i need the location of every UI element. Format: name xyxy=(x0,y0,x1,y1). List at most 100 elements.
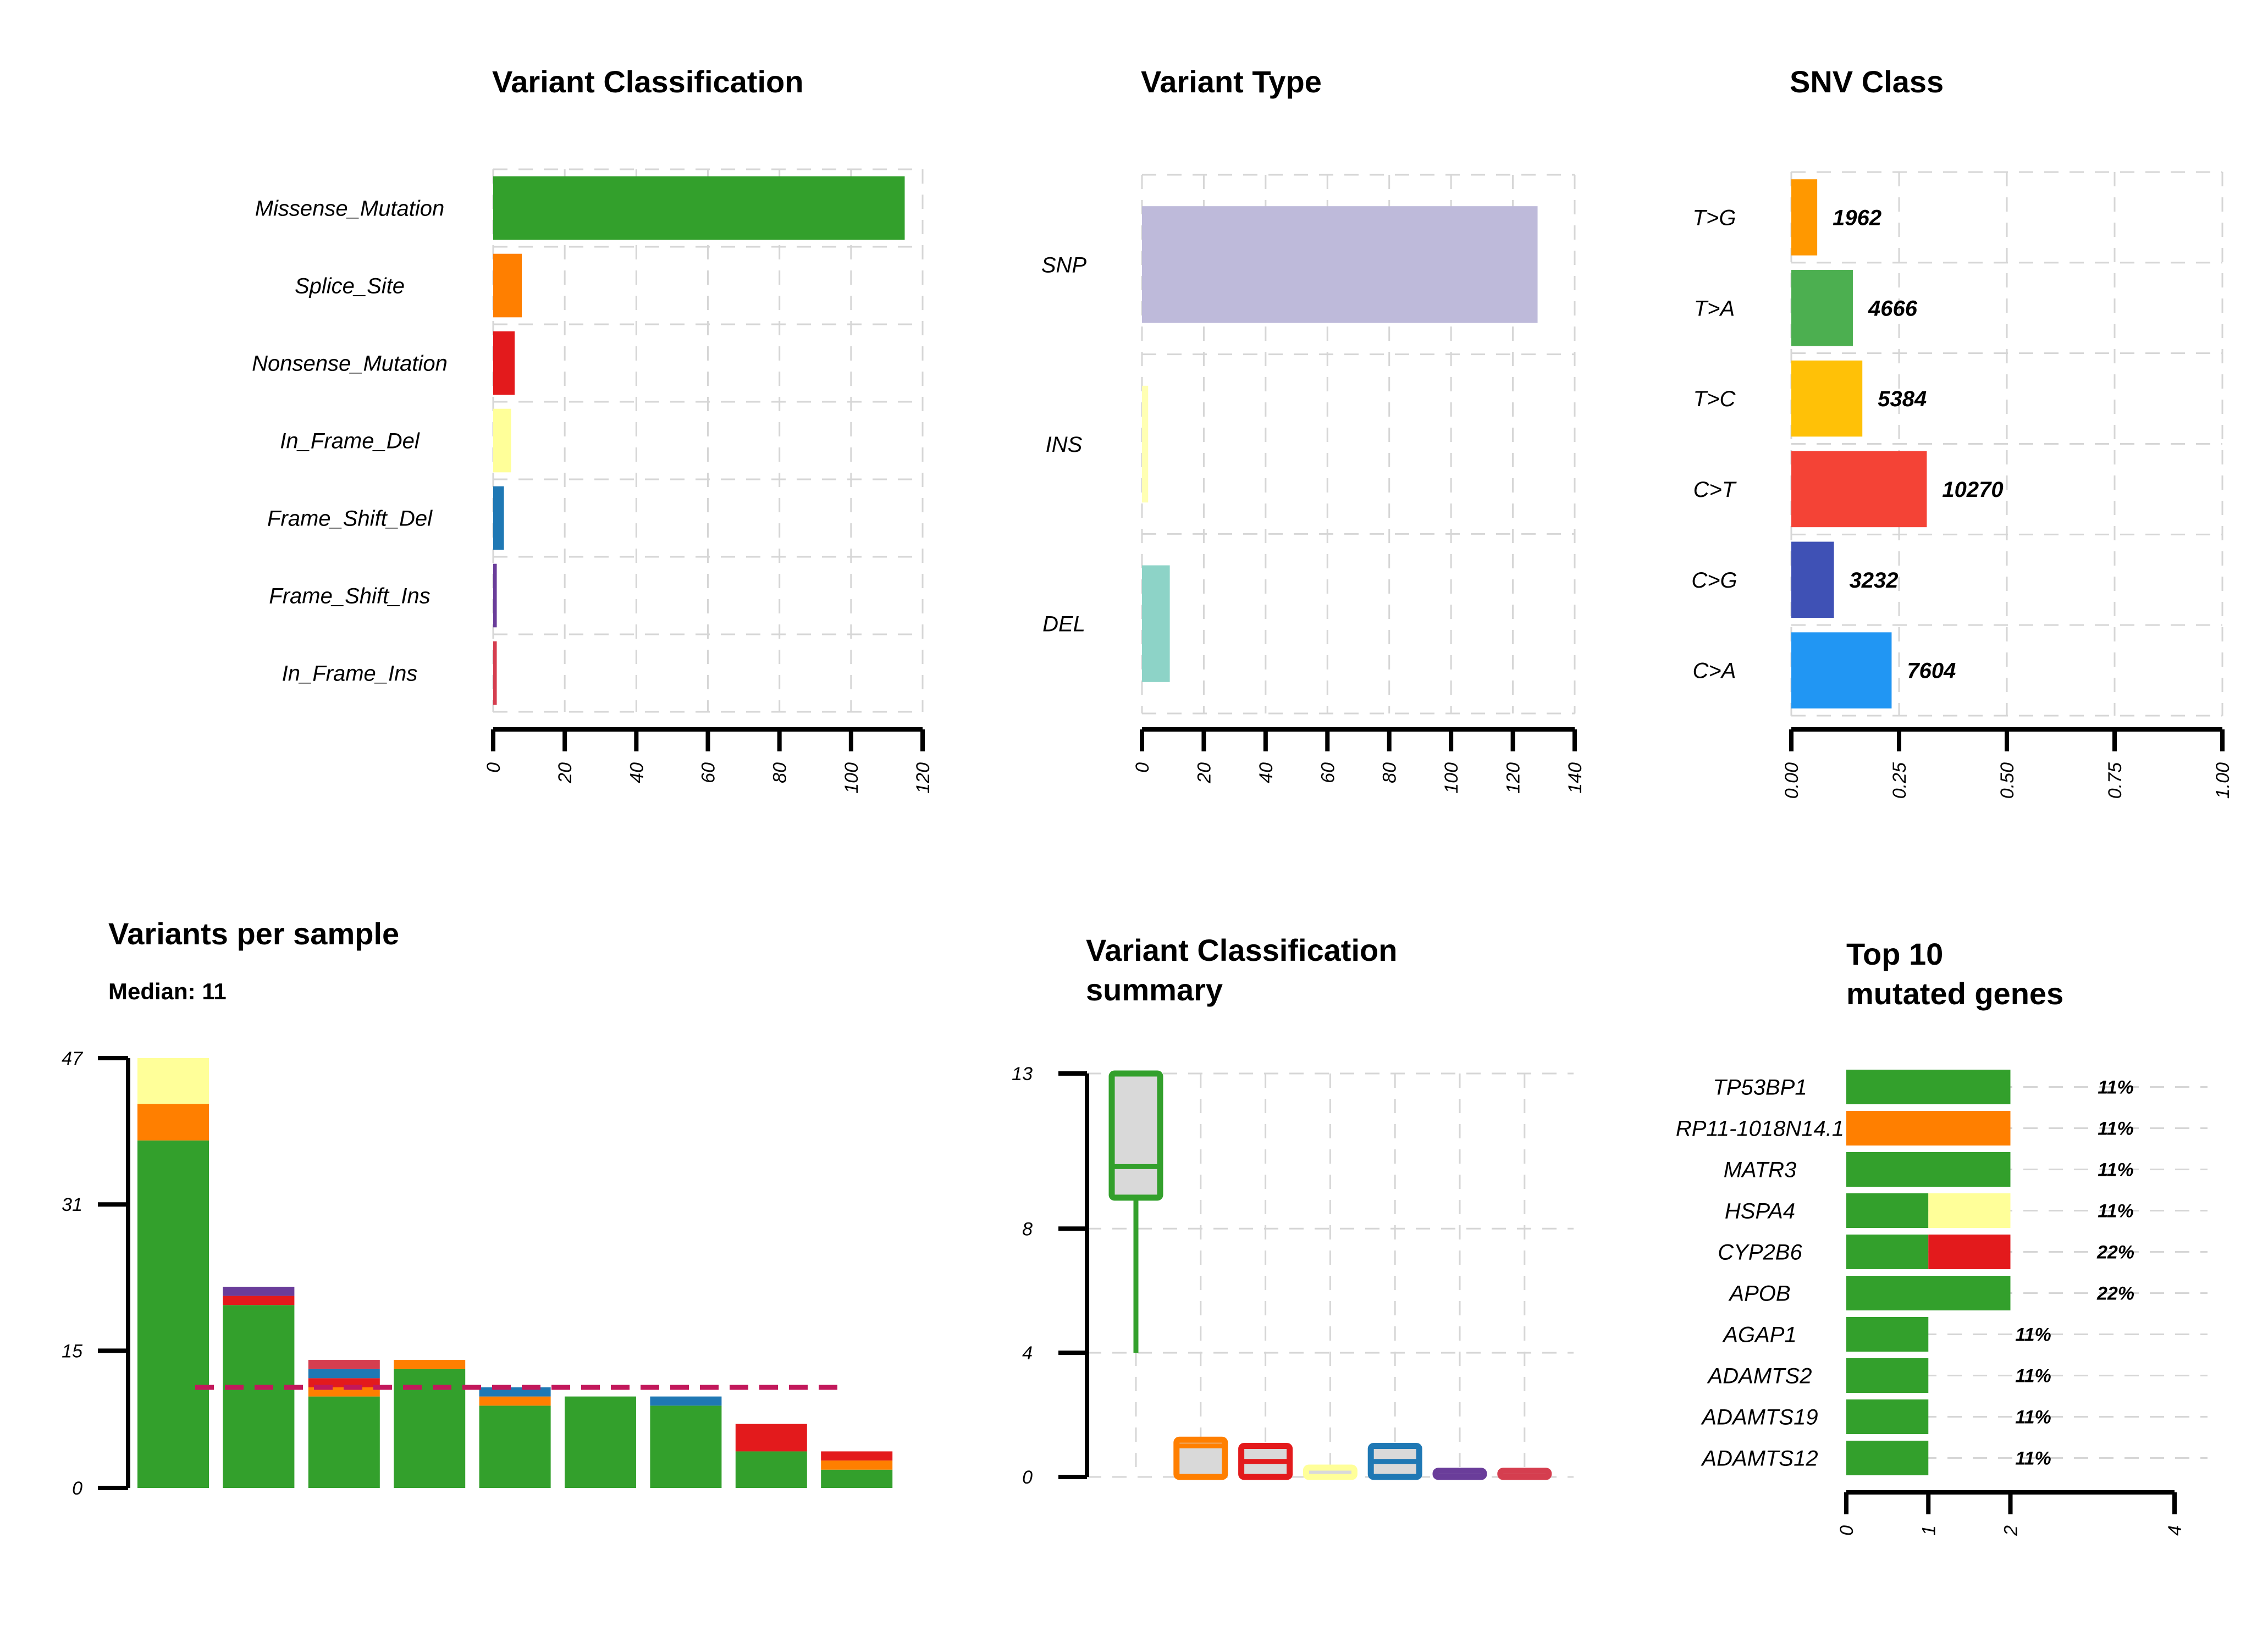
gene-label: ADAMTS19 xyxy=(1701,1405,1818,1430)
y-tick-label: 8 xyxy=(1022,1219,1033,1239)
percent-label: 11% xyxy=(2098,1077,2134,1098)
stacked-bar-segment xyxy=(479,1396,551,1406)
x-tick-label: 0.75 xyxy=(2105,762,2126,799)
snv-class-panel: SNV Class T>G 1962 T>A 4666 T>C 5384 C>T 10270 C… xyxy=(1691,64,2233,799)
bar xyxy=(1142,565,1170,682)
y-tick-label: 13 xyxy=(1012,1064,1033,1084)
x-tick-label: 40 xyxy=(1256,762,1277,783)
chart-subtitle: Median: 11 xyxy=(108,978,227,1004)
gene-label: AGAP1 xyxy=(1722,1323,1796,1347)
x-tick-label: 120 xyxy=(913,762,934,794)
x-tick-label: 60 xyxy=(698,762,719,783)
gene-label: HSPA4 xyxy=(1725,1199,1795,1224)
chart-title: Variant Type xyxy=(1141,64,1322,99)
gene-label: CYP2B6 xyxy=(1718,1241,1802,1265)
box-body xyxy=(1108,1070,1163,1201)
top-mutated-genes-panel: Top 10 mutated genes TP53BP1 11% RP11-1018… xyxy=(1676,937,2208,1536)
bar xyxy=(493,641,497,705)
y-tick-label: 31 xyxy=(62,1194,82,1215)
category-label: Missense_Mutation xyxy=(255,197,445,221)
x-tick-label: 1.00 xyxy=(2212,762,2233,799)
x-tick-label: 0.25 xyxy=(1889,762,1910,799)
x-tick-label: 4 xyxy=(2165,1525,2186,1536)
data-label: 7604 xyxy=(1907,659,1956,683)
category-label: Frame_Shift_Del xyxy=(267,507,433,531)
chart-title: SNV Class xyxy=(1790,64,1944,99)
category-label: In_Frame_Ins xyxy=(282,662,418,686)
x-tick-label: 100 xyxy=(1441,762,1462,794)
stacked-bar-segment xyxy=(137,1058,209,1104)
stacked-bar-segment xyxy=(223,1305,295,1488)
data-label: 3232 xyxy=(1850,568,1899,593)
bar xyxy=(493,253,522,318)
percent-label: 11% xyxy=(2098,1119,2134,1139)
stacked-bar-segment xyxy=(821,1460,893,1470)
stacked-bar-segment xyxy=(223,1296,295,1305)
stacked-bar-segment xyxy=(650,1396,722,1406)
bar xyxy=(1142,385,1149,503)
data-label: 1962 xyxy=(1833,206,1881,230)
category-label: SNP xyxy=(1041,253,1087,277)
bar-segment xyxy=(1846,1152,2011,1187)
variant-type-panel: Variant Type SNP INS DEL 0 20 40 60 80 100 120 140 xyxy=(1041,64,1586,794)
bar-segment xyxy=(1846,1111,2011,1146)
x-tick-label: 0 xyxy=(483,762,504,773)
x-tick-label: 140 xyxy=(1565,762,1586,794)
x-tick-label: 0 xyxy=(1836,1525,1857,1536)
category-label: T>C xyxy=(1693,387,1736,411)
y-tick-label: 0 xyxy=(72,1478,82,1499)
percent-label: 11% xyxy=(2015,1366,2051,1387)
bar xyxy=(493,331,515,395)
stacked-bar-segment xyxy=(223,1286,295,1296)
bar-segment xyxy=(1928,1235,2011,1269)
variants-per-sample-panel: Variants per sample Median: 11 0 15 31 47 xyxy=(62,916,893,1499)
bar xyxy=(493,408,511,473)
y-tick-label: 4 xyxy=(1022,1343,1033,1364)
bar-segment xyxy=(1846,1070,2011,1104)
gene-label: RP11-1018N14.1 xyxy=(1676,1117,1844,1141)
x-tick-label: 80 xyxy=(770,762,791,783)
percent-label: 11% xyxy=(2015,1407,2051,1428)
stacked-bar-segment xyxy=(308,1369,380,1379)
gene-label: APOB xyxy=(1728,1282,1790,1306)
bar xyxy=(493,563,497,628)
x-tick-label: 80 xyxy=(1379,762,1400,783)
category-label: DEL xyxy=(1042,612,1085,637)
category-label: In_Frame_Del xyxy=(280,429,420,453)
x-tick-label: 20 xyxy=(1194,762,1215,784)
bar-segment xyxy=(1846,1317,1929,1352)
stacked-bar-segment xyxy=(821,1469,893,1488)
y-tick-label: 0 xyxy=(1022,1467,1033,1488)
chart-title-line-2: summary xyxy=(1086,972,1223,1007)
stacked-bar-segment xyxy=(137,1104,209,1141)
category-label: C>A xyxy=(1693,659,1736,683)
stacked-bar-segment xyxy=(137,1140,209,1488)
category-label: INS xyxy=(1046,433,1083,457)
category-label: T>G xyxy=(1693,206,1736,230)
variant-classification-summary-panel: Variant Classification summary 0 4 8 13 xyxy=(1012,933,1574,1488)
bar xyxy=(1791,632,1892,709)
x-tick-label: 0 xyxy=(1132,762,1153,773)
x-tick-label: 100 xyxy=(841,762,862,794)
x-tick-label: 40 xyxy=(626,762,647,783)
stacked-bar-segment xyxy=(735,1451,807,1488)
x-tick-label: 0.00 xyxy=(1781,762,1802,799)
x-tick-label: 60 xyxy=(1317,762,1338,783)
y-tick-label: 47 xyxy=(62,1048,83,1069)
x-tick-label: 20 xyxy=(555,762,576,784)
percent-label: 11% xyxy=(2098,1160,2134,1181)
category-label: T>A xyxy=(1694,296,1735,320)
bar-segment xyxy=(1846,1399,1929,1434)
gene-label: TP53BP1 xyxy=(1713,1076,1807,1100)
category-label: C>G xyxy=(1691,568,1737,593)
bar xyxy=(1791,360,1863,437)
stacked-bar-segment xyxy=(479,1405,551,1488)
chart-title-line-1: Variant Classification xyxy=(1086,933,1397,967)
percent-label: 22% xyxy=(2096,1242,2134,1263)
percent-label: 22% xyxy=(2096,1283,2134,1304)
bar-segment xyxy=(1846,1235,1929,1269)
category-label: Splice_Site xyxy=(295,274,405,298)
box-body xyxy=(1173,1436,1228,1480)
bar xyxy=(1791,541,1834,618)
